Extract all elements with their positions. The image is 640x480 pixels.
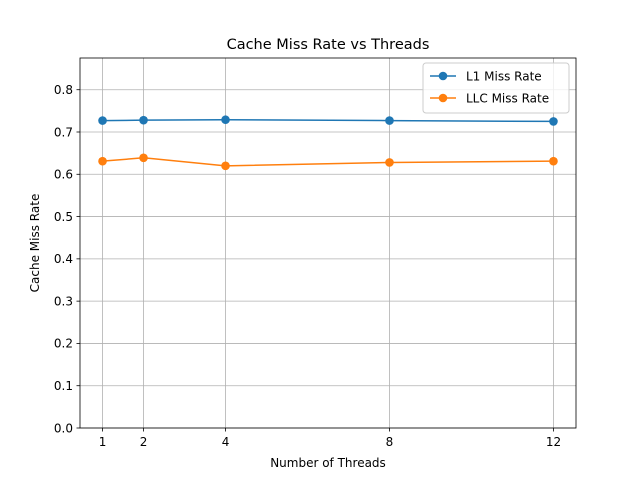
data-point: [139, 153, 148, 163]
chart-title: Cache Miss Rate vs Threads: [227, 37, 430, 53]
data-point: [385, 116, 394, 125]
y-tick-label: 0.2: [54, 337, 73, 351]
data-point: [549, 156, 558, 166]
plot-frame: [79, 57, 577, 429]
x-axis-label: Number of Threads: [270, 456, 386, 470]
data-point: [385, 158, 394, 167]
legend-marker: [438, 93, 448, 103]
series-layer: [98, 115, 558, 171]
y-tick-label: 0.4: [54, 252, 73, 266]
data-point: [139, 115, 148, 125]
data-point: [98, 156, 107, 166]
legend-label: L1 Miss Rate: [466, 69, 542, 83]
x-tick-label: 8: [386, 435, 394, 449]
y-tick-label: 0.5: [54, 210, 73, 224]
x-tick-label: 2: [140, 435, 148, 449]
y-axis: 0.0 0.1 0.2 0.3 0.4 0.5 0.6 0.7 0.8: [54, 83, 80, 435]
y-tick-label: 0.1: [54, 379, 73, 393]
x-tick-label: 12: [546, 435, 561, 449]
legend: L1 Miss Rate LLC Miss Rate: [422, 62, 570, 114]
x-tick-label: 1: [99, 435, 107, 449]
y-tick-label: 0.7: [54, 125, 73, 139]
legend-box: [422, 62, 570, 114]
y-tick-label: 0.8: [54, 83, 73, 97]
x-tick-label: 4: [222, 435, 230, 449]
data-point: [221, 115, 230, 125]
legend-label: LLC Miss Rate: [466, 91, 549, 105]
y-tick-label: 0.0: [54, 421, 73, 435]
y-tick-label: 0.3: [54, 294, 73, 308]
data-point: [98, 116, 107, 125]
x-axis: 1 2 4 8 12: [99, 428, 561, 449]
legend-marker: [438, 71, 448, 81]
data-point: [549, 117, 558, 126]
y-tick-label: 0.6: [54, 168, 73, 182]
data-point: [221, 161, 230, 171]
y-axis-label: Cache Miss Rate: [28, 194, 42, 293]
